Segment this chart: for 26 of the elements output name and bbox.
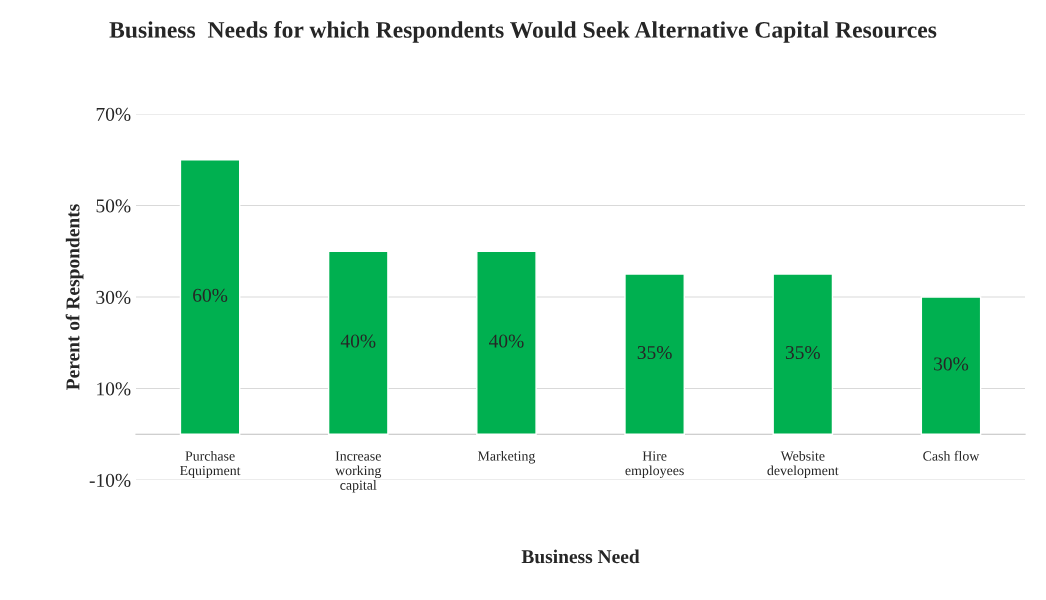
y-tick-label: 30% — [96, 290, 131, 304]
x-axis-title: Business Need — [521, 549, 640, 564]
y-axis-title: Perent of Respondents — [65, 204, 84, 390]
bar — [327, 250, 389, 435]
data-label: 35% — [785, 345, 820, 360]
y-tick-label: 10% — [97, 382, 131, 396]
chart-title: Business Needs for which Respondents Would Seek Alternative Capital Resources — [109, 21, 937, 43]
bar — [476, 250, 537, 435]
y-tick-label: 50% — [96, 199, 131, 213]
data-label: 40% — [489, 334, 524, 348]
x-tick-label: Hire employees — [625, 451, 684, 479]
data-label: 40% — [340, 334, 376, 348]
x-tick-label: Increase working capital — [335, 451, 382, 493]
x-tick-label: Marketing — [477, 450, 536, 464]
x-tick-label: Website development — [767, 450, 839, 479]
bar — [920, 296, 982, 435]
bar — [179, 159, 241, 435]
y-tick-label: -10% — [89, 473, 131, 487]
x-tick-label: Purchase Equipment — [180, 450, 241, 479]
data-label: 35% — [637, 345, 672, 360]
data-label: 30% — [934, 357, 969, 371]
data-label: 60% — [193, 288, 228, 302]
y-tick-label: 70% — [96, 107, 131, 121]
bar — [624, 273, 685, 435]
bar — [772, 273, 834, 435]
x-tick-label: Cash flow — [923, 450, 980, 461]
